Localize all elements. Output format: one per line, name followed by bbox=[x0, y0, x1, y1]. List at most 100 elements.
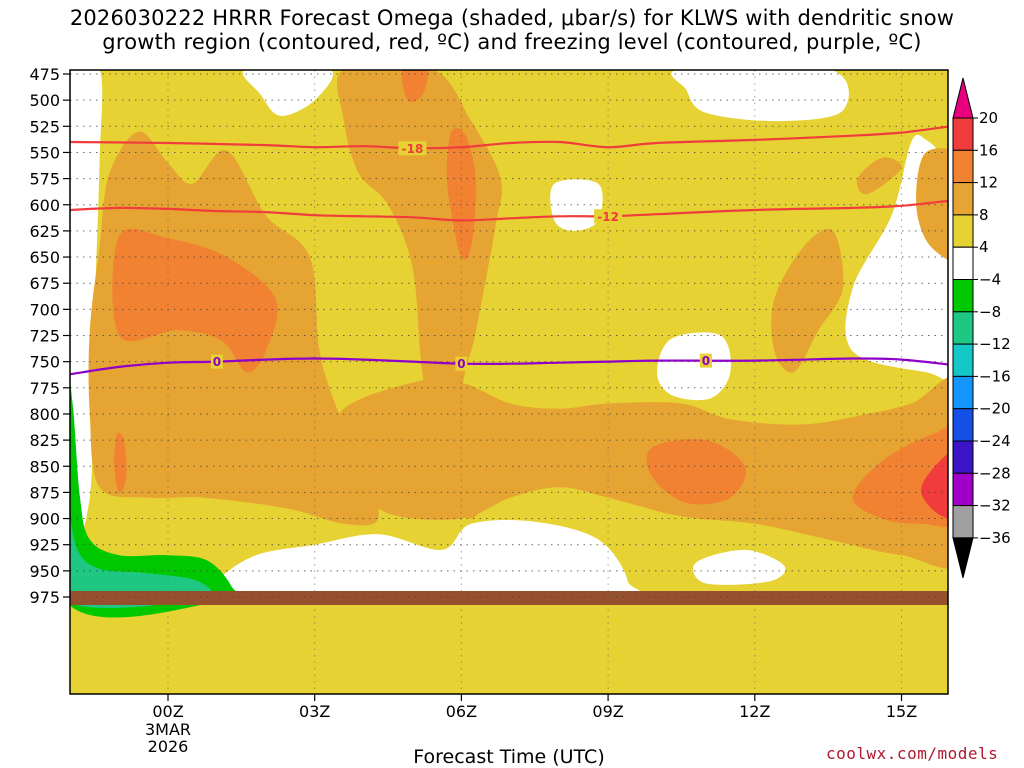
contour-minus18-label-0: -18 bbox=[402, 142, 424, 156]
contour-freezing-label-bg-1 bbox=[455, 356, 468, 371]
colorbar-label-11: −28 bbox=[979, 464, 1011, 482]
colorbar-label-0: 20 bbox=[979, 109, 998, 127]
ground-strip bbox=[70, 591, 948, 605]
shade-orange-small bbox=[114, 432, 127, 493]
colorbar-box-2 bbox=[952, 182, 974, 216]
colorbar-box-8 bbox=[952, 375, 974, 410]
contour-freezing-label-2: 0 bbox=[702, 354, 710, 368]
colorbar-box-4 bbox=[952, 246, 974, 280]
shade-white-top-1 bbox=[242, 70, 334, 116]
x-tick-label-12Z: 12Z bbox=[739, 702, 770, 721]
y-tick-label-475: 475 bbox=[29, 65, 60, 84]
shade-teal-lower-left bbox=[70, 516, 217, 608]
y-tick-label-700: 700 bbox=[29, 300, 60, 319]
temperature-contours: -18 -12 0 0 0 bbox=[70, 125, 948, 376]
shade-orange-bottom-right bbox=[852, 426, 948, 528]
colorbar-label-10: −24 bbox=[979, 432, 1011, 450]
contour-minus18-label-bg-0 bbox=[398, 141, 427, 156]
colorbar-label-12: −32 bbox=[979, 497, 1011, 515]
colorbar-box-1 bbox=[952, 149, 974, 184]
shade-white-bottom-1 bbox=[186, 519, 646, 603]
y-tick-label-500: 500 bbox=[29, 91, 60, 110]
contour-freezing-label-bg-2 bbox=[699, 353, 712, 368]
x-tick-sublabel-0: 3MAR bbox=[145, 720, 191, 739]
x-tick-label-15Z: 15Z bbox=[886, 702, 917, 721]
x-axis-label: Forecast Time (UTC) bbox=[413, 746, 604, 768]
y-tick-label-725: 725 bbox=[29, 327, 60, 346]
y-tick-label-575: 575 bbox=[29, 170, 60, 189]
y-tick-label-950: 950 bbox=[29, 562, 60, 581]
x-tick-label-06Z: 06Z bbox=[446, 702, 477, 721]
colorbar-box-12 bbox=[952, 505, 974, 539]
omega-shading bbox=[70, 70, 948, 694]
colorbar-label-9: −20 bbox=[979, 400, 1011, 418]
shade-white-left-edge bbox=[70, 70, 103, 553]
colorbar-box-6 bbox=[952, 311, 974, 345]
colorbar-box-3 bbox=[952, 214, 974, 248]
colorbar-label-4: 4 bbox=[979, 238, 989, 256]
colorbar-label-1: 16 bbox=[979, 141, 998, 159]
colorbar-label-5: −4 bbox=[979, 271, 1001, 289]
x-tick-label-00Z: 00Z bbox=[152, 702, 183, 721]
shade-orange-left bbox=[112, 228, 278, 373]
contour-minus18-line bbox=[70, 125, 948, 150]
grid-lines bbox=[70, 70, 948, 694]
y-tick-label-825: 825 bbox=[29, 431, 60, 450]
contour-freezing-line bbox=[70, 357, 948, 376]
y-tick-label-650: 650 bbox=[29, 248, 60, 267]
colorbar-box-5 bbox=[952, 279, 974, 313]
colorbar-label-3: 8 bbox=[979, 206, 989, 224]
colorbar-label-13: −36 bbox=[979, 529, 1011, 547]
colorbar-box-10 bbox=[952, 440, 974, 474]
shade-orange-bottom-mid bbox=[646, 439, 747, 505]
x-tick-label-09Z: 09Z bbox=[592, 702, 623, 721]
shade-green-lower-left bbox=[70, 379, 242, 618]
colorbar-box-7 bbox=[952, 343, 974, 377]
y-tick-label-750: 750 bbox=[29, 353, 60, 372]
shade-light-orange-right bbox=[771, 228, 844, 373]
y-tick-label-600: 600 bbox=[29, 196, 60, 215]
colorbar-box-0 bbox=[952, 117, 974, 151]
contour-freezing-label-0: 0 bbox=[213, 355, 221, 369]
y-tick-label-625: 625 bbox=[29, 222, 60, 241]
colorbar-label-2: 12 bbox=[979, 174, 998, 192]
y-tick-label-550: 550 bbox=[29, 143, 60, 162]
shade-white-mid-1 bbox=[550, 179, 603, 231]
chart-title: 2026030222 HRRR Forecast Omega (shaded, … bbox=[0, 6, 1024, 54]
y-tick-label-775: 775 bbox=[29, 379, 60, 398]
shade-white-bottom-2 bbox=[693, 549, 786, 585]
shade-light-orange-far-right bbox=[916, 148, 948, 260]
colorbar-label-6: −8 bbox=[979, 303, 1001, 321]
y-tick-label-525: 525 bbox=[29, 117, 60, 136]
shade-white-mid-2 bbox=[657, 332, 731, 401]
shade-light-orange-strip bbox=[856, 157, 902, 195]
colorbar: 20 16 12 8 4 −4 −8 −12 −16 −20 −24 −28 −32 −36 bbox=[952, 77, 1011, 579]
shade-white-top-2 bbox=[671, 70, 849, 122]
x-tick-label-03Z: 03Z bbox=[299, 702, 330, 721]
chart-title-line2: growth region (contoured, red, ºC) and f… bbox=[102, 30, 922, 54]
x-tick-sublabel-1: 2026 bbox=[148, 737, 189, 756]
contour-freezing-label-1: 0 bbox=[457, 357, 465, 371]
shade-orange-top-1 bbox=[401, 70, 429, 102]
colorbar-arrow-bottom bbox=[952, 537, 974, 579]
y-tick-label-975: 975 bbox=[29, 588, 60, 607]
contour-minus12-label-0: -12 bbox=[597, 210, 619, 224]
colorbar-box-9 bbox=[952, 408, 974, 442]
y-tick-label-900: 900 bbox=[29, 510, 60, 529]
shade-light-orange-bottom bbox=[336, 377, 948, 569]
plot-frame bbox=[69, 69, 949, 695]
credit-text: coolwx.com/models bbox=[826, 744, 999, 763]
y-tick-label-875: 875 bbox=[29, 483, 60, 502]
chart-title-line1: 2026030222 HRRR Forecast Omega (shaded, … bbox=[69, 6, 955, 30]
contour-minus12-line bbox=[70, 199, 948, 222]
y-tick-label-800: 800 bbox=[29, 405, 60, 424]
colorbar-label-8: −16 bbox=[979, 367, 1011, 385]
shade-red-bottom-right bbox=[921, 453, 948, 519]
y-tick-label-850: 850 bbox=[29, 457, 60, 476]
colorbar-label-7: −12 bbox=[979, 335, 1011, 353]
y-tick-label-925: 925 bbox=[29, 536, 60, 555]
y-tick-label-675: 675 bbox=[29, 274, 60, 293]
y-axis: 475 500 525 550 575 600 625 650 675 700 725 750 775 8… bbox=[29, 65, 70, 607]
